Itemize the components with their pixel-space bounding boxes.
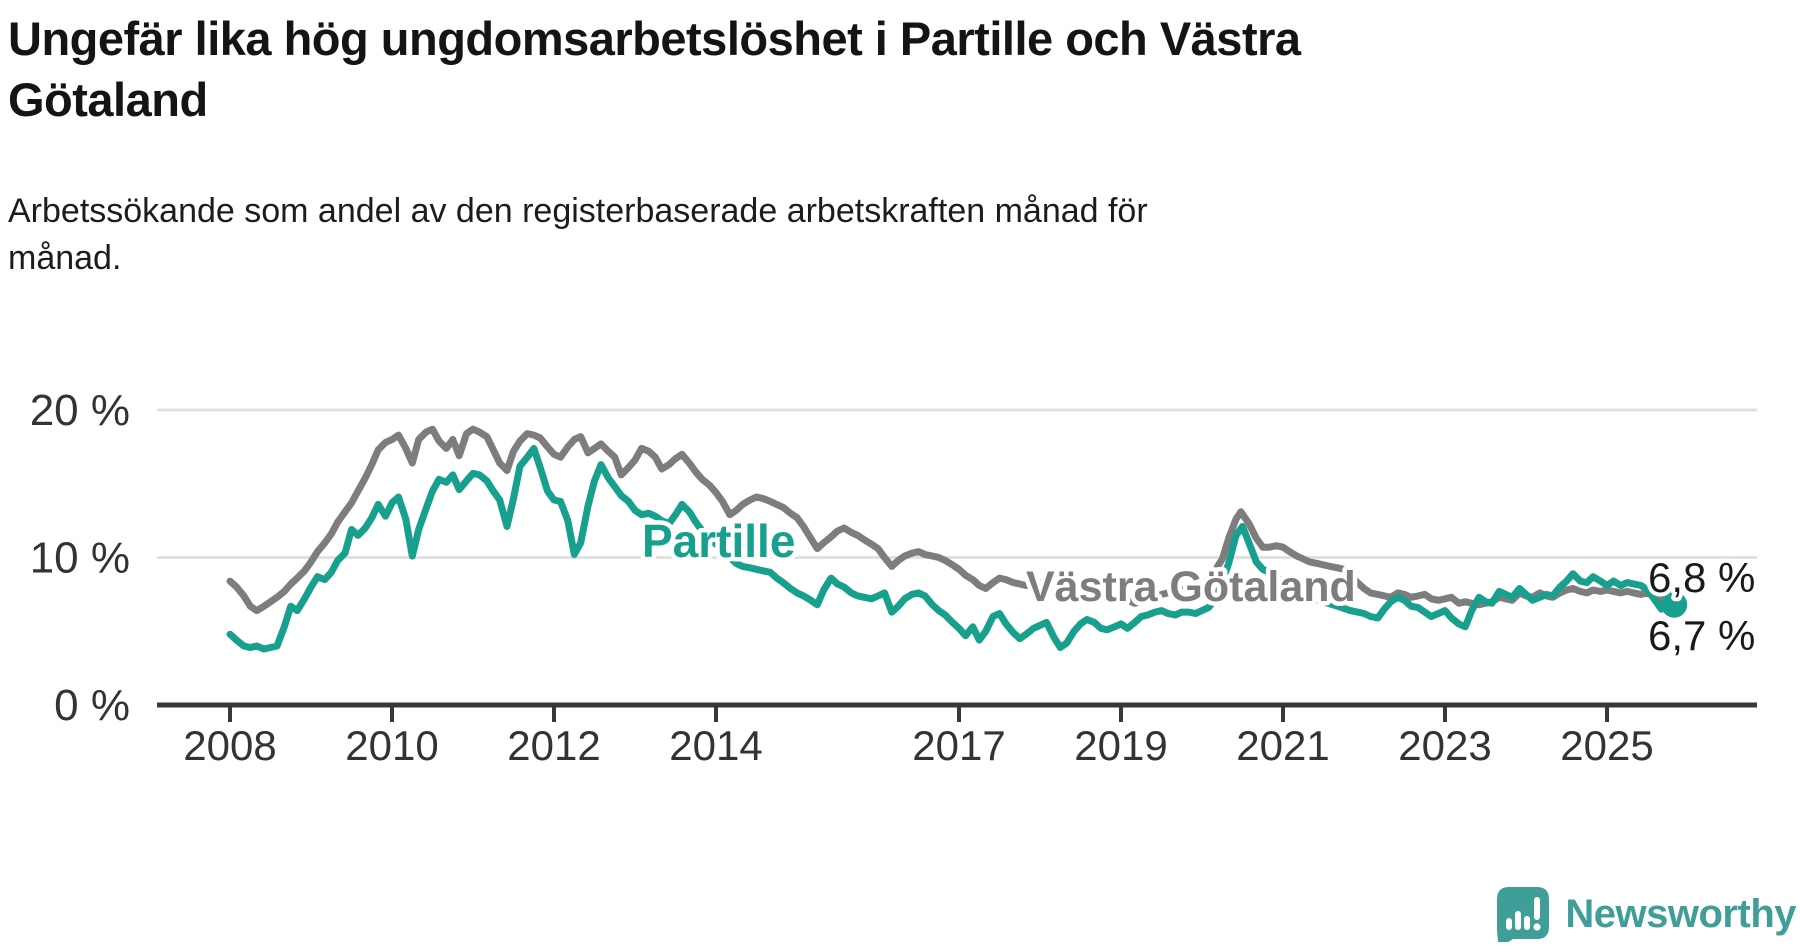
badge-bubble-shape bbox=[1497, 887, 1550, 942]
series-label-v-stra-g-taland: Västra Götaland bbox=[1026, 563, 1356, 611]
y-tick-label: 20 % bbox=[30, 386, 130, 435]
x-tick-label: 2008 bbox=[183, 722, 276, 769]
x-tick-label: 2025 bbox=[1560, 722, 1653, 769]
newsworthy-logo: Newsworthy bbox=[1496, 886, 1796, 942]
page-title-line-2: Götaland bbox=[8, 73, 208, 126]
x-tick-label: 2023 bbox=[1398, 722, 1491, 769]
end-value-label-v-stra-g-taland: 6,7 % bbox=[1648, 612, 1755, 659]
series-label-partille: Partille bbox=[642, 515, 795, 567]
page-title: Ungefär lika hög ungdomsarbetslöshet i P… bbox=[8, 8, 1301, 130]
x-tick-label: 2021 bbox=[1236, 722, 1329, 769]
x-tick-label: 2012 bbox=[507, 722, 600, 769]
badge-exclamation-dot bbox=[1533, 923, 1541, 931]
x-tick-label: 2014 bbox=[669, 722, 762, 769]
badge-bar-2 bbox=[1515, 911, 1522, 930]
y-tick-label: 10 % bbox=[30, 534, 130, 583]
end-value-label-partille: 6,8 % bbox=[1648, 554, 1755, 601]
newsworthy-badge-icon bbox=[1497, 887, 1550, 942]
badge-exclamation-stem bbox=[1534, 897, 1541, 920]
page-subtitle-line-2: månad. bbox=[8, 239, 122, 277]
series-line-v-stra-g-taland bbox=[226, 425, 1678, 615]
page-subtitle: Arbetssökande som andel av den registerb… bbox=[8, 188, 1148, 282]
page-subtitle-line-1: Arbetssökande som andel av den registerb… bbox=[8, 192, 1148, 230]
x-tick-label: 2017 bbox=[912, 722, 1005, 769]
x-tick-label: 2019 bbox=[1074, 722, 1167, 769]
badge-bar-1 bbox=[1506, 918, 1513, 930]
newsworthy-wordmark: Newsworthy bbox=[1565, 892, 1796, 936]
badge-bar-3 bbox=[1524, 916, 1531, 930]
page-title-line-1: Ungefär lika hög ungdomsarbetslöshet i P… bbox=[8, 12, 1301, 65]
series-end-dot-partille bbox=[1661, 591, 1688, 618]
series-line-partille bbox=[226, 444, 1678, 653]
y-tick-label: 0 % bbox=[54, 681, 130, 730]
x-tick-label: 2010 bbox=[345, 722, 438, 769]
